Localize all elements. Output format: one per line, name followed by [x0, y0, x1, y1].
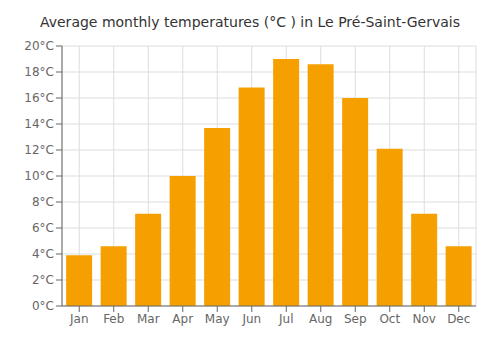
svg-text:20°C: 20°C — [24, 39, 54, 53]
svg-text:Apr: Apr — [172, 312, 193, 326]
svg-text:Oct: Oct — [379, 312, 400, 326]
svg-text:12°C: 12°C — [24, 143, 54, 157]
svg-text:8°C: 8°C — [32, 195, 54, 209]
svg-text:Aug: Aug — [309, 312, 332, 326]
svg-text:Jan: Jan — [69, 312, 89, 326]
svg-text:0°C: 0°C — [32, 299, 54, 313]
svg-text:Dec: Dec — [447, 312, 470, 326]
svg-text:Sep: Sep — [344, 312, 367, 326]
svg-text:10°C: 10°C — [24, 169, 54, 183]
svg-text:Feb: Feb — [103, 312, 124, 326]
svg-text:Jul: Jul — [278, 312, 293, 326]
svg-text:14°C: 14°C — [24, 117, 54, 131]
svg-text:May: May — [205, 312, 230, 326]
svg-text:18°C: 18°C — [24, 65, 54, 79]
svg-text:2°C: 2°C — [32, 273, 54, 287]
svg-text:4°C: 4°C — [32, 247, 54, 261]
svg-text:Mar: Mar — [137, 312, 160, 326]
svg-text:6°C: 6°C — [32, 221, 54, 235]
svg-text:Nov: Nov — [413, 312, 436, 326]
html-text:Average monthly temperatures (: Average monthly temperatures (°C ) in Le… — [40, 14, 460, 30]
svg-text:16°C: 16°C — [24, 91, 54, 105]
svg-text:Jun: Jun — [241, 312, 261, 326]
